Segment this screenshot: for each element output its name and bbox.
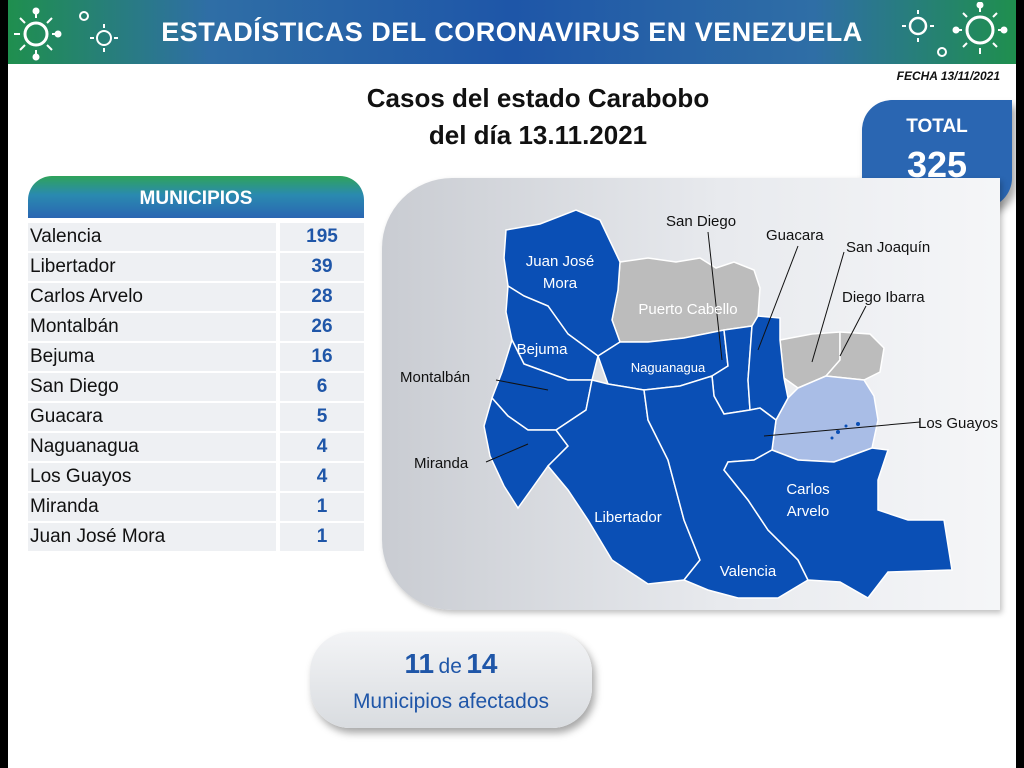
affected-count-line: 11 de 14: [310, 648, 592, 680]
label-san-diego: San Diego: [666, 213, 736, 230]
region-diego-ibarra: [824, 331, 885, 381]
table-row: Miranda 1: [28, 493, 364, 521]
municipio-cases: 4: [280, 463, 364, 491]
slide: ESTADÍSTICAS DEL CORONAVIRUS EN VENEZUEL…: [8, 0, 1016, 768]
table-row: Guacara 5: [28, 403, 364, 431]
label-miranda: Miranda: [414, 455, 469, 472]
affected-municipalities-box: 11 de 14 Municipios afectados: [310, 632, 592, 728]
label-puerto-cabello: Puerto Cabello: [638, 301, 737, 318]
municipio-cases: 16: [280, 343, 364, 371]
region-los-guayos: [771, 375, 879, 463]
municipio-name: Montalbán: [28, 313, 276, 341]
table-row: Valencia 195: [28, 223, 364, 251]
affected-count: 11: [404, 648, 435, 679]
leader-lines: [485, 231, 921, 463]
virus-icon-left: [14, 7, 118, 61]
table-row: Los Guayos 4: [28, 463, 364, 491]
title-line-2: del día 13.11.2021: [428, 120, 648, 150]
municipio-name: Carlos Arvelo: [28, 283, 276, 311]
municipio-cases: 28: [280, 283, 364, 311]
label-carlos-arvelo-1: Carlos: [786, 481, 829, 498]
municipio-name: Miranda: [28, 493, 276, 521]
banner-title: ESTADÍSTICAS DEL CORONAVIRUS EN VENEZUEL…: [161, 17, 863, 47]
municipio-name: Guacara: [28, 403, 276, 431]
municipio-name: Naguanagua: [28, 433, 276, 461]
carabobo-map: Juan José Mora Puerto Cabello Bejuma Nag…: [400, 209, 998, 599]
municipios-header: MUNICIPIOS: [28, 176, 364, 218]
title-line-1: Casos del estado Carabobo: [366, 83, 710, 113]
municipio-name: San Diego: [28, 373, 276, 401]
report-date: FECHA 13/11/2021: [896, 69, 1000, 83]
municipio-cases: 6: [280, 373, 364, 401]
affected-label: Municipios afectados: [352, 690, 550, 713]
municipios-header-label: MUNICIPIOS: [139, 188, 253, 209]
municipio-name: Juan José Mora: [28, 523, 276, 551]
header-banner: ESTADÍSTICAS DEL CORONAVIRUS EN VENEZUEL…: [8, 0, 1016, 64]
table-row: Naguanagua 4: [28, 433, 364, 461]
affected-de: de: [438, 655, 462, 678]
affected-total: 14: [466, 648, 498, 679]
label-montalban: Montalbán: [400, 369, 470, 386]
label-juan-jose-mora-1: Juan José: [526, 253, 594, 270]
municipio-name: Libertador: [28, 253, 276, 281]
municipio-name: Valencia: [28, 223, 276, 251]
label-libertador: Libertador: [594, 509, 662, 526]
label-guacara: Guacara: [766, 227, 824, 244]
table-row: Bejuma 16: [28, 343, 364, 371]
label-naguanagua: Naguanagua: [631, 360, 706, 375]
map-labels: Juan José Mora Puerto Cabello Bejuma Nag…: [400, 213, 998, 580]
municipio-cases: 4: [280, 433, 364, 461]
table-row: Libertador 39: [28, 253, 364, 281]
table-row: Carlos Arvelo 28: [28, 283, 364, 311]
municipio-cases: 1: [280, 523, 364, 551]
table-row: Montalbán 26: [28, 313, 364, 341]
label-los-guayos: Los Guayos: [918, 415, 998, 432]
total-label: TOTAL: [906, 116, 968, 137]
table-row: Juan José Mora 1: [28, 523, 364, 551]
region-carlos-arvelo: [723, 447, 953, 599]
virus-icon-right: [902, 2, 1008, 57]
label-valencia: Valencia: [720, 563, 777, 580]
municipio-cases: 1: [280, 493, 364, 521]
lake-islands: [830, 422, 860, 440]
region-guacara: [747, 315, 789, 422]
municipio-cases: 195: [280, 223, 364, 251]
municipio-cases: 26: [280, 313, 364, 341]
label-juan-jose-mora-2: Mora: [543, 275, 578, 292]
municipio-name: Bejuma: [28, 343, 276, 371]
label-diego-ibarra: Diego Ibarra: [842, 289, 925, 306]
municipio-name: Los Guayos: [28, 463, 276, 491]
label-san-joaquin: San Joaquín: [846, 239, 930, 256]
page-title: Casos del estado Carabobo del día 13.11.…: [338, 80, 738, 154]
municipio-cases: 5: [280, 403, 364, 431]
label-carlos-arvelo-2: Arvelo: [787, 503, 830, 520]
table-row: San Diego 6: [28, 373, 364, 401]
municipio-cases: 39: [280, 253, 364, 281]
label-bejuma: Bejuma: [517, 341, 569, 358]
region-miranda: [483, 396, 569, 510]
